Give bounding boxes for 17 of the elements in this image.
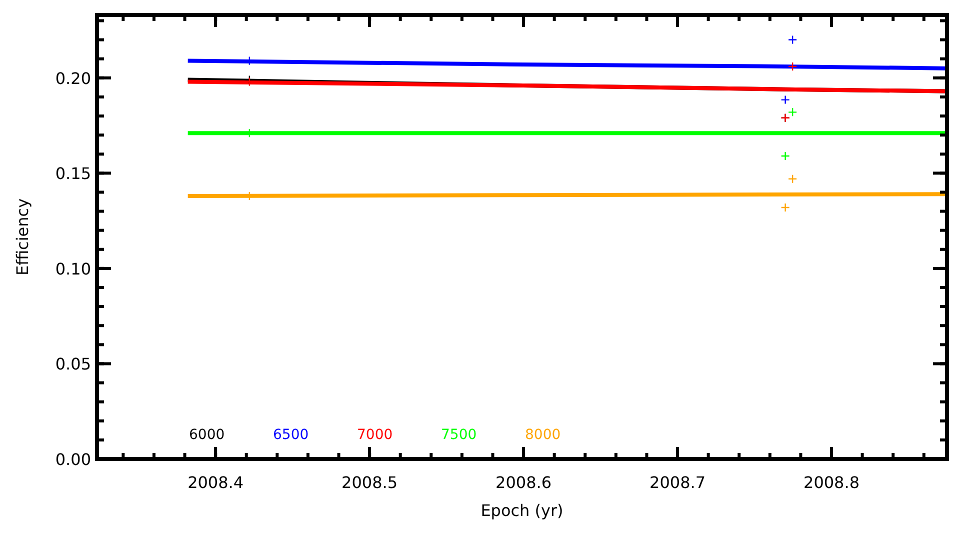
text: 6000 — [189, 427, 225, 443]
y-tick-label: 0.10 — [55, 259, 91, 278]
x-axis-title: Epoch (yr) — [480, 501, 564, 520]
y-tick-label: 0.20 — [55, 68, 91, 88]
x-tick-label: 2008.8 — [804, 473, 860, 492]
y-tick-label: 0.05 — [55, 354, 91, 374]
x-tick-label: 2008.5 — [342, 473, 398, 492]
y-tick-label: 0.00 — [55, 450, 91, 469]
text: 7500 — [441, 427, 477, 443]
text: 7000 — [357, 427, 393, 443]
x-tick-label: 2008.4 — [188, 473, 244, 492]
y-axis-title: Efficiency — [13, 198, 32, 276]
text: 6500 — [273, 427, 309, 443]
x-tick-label: 2008.6 — [496, 473, 552, 492]
y-tick-label: 0.15 — [55, 164, 91, 184]
text: 8000 — [525, 427, 561, 443]
x-tick-label: 2008.7 — [650, 473, 706, 492]
